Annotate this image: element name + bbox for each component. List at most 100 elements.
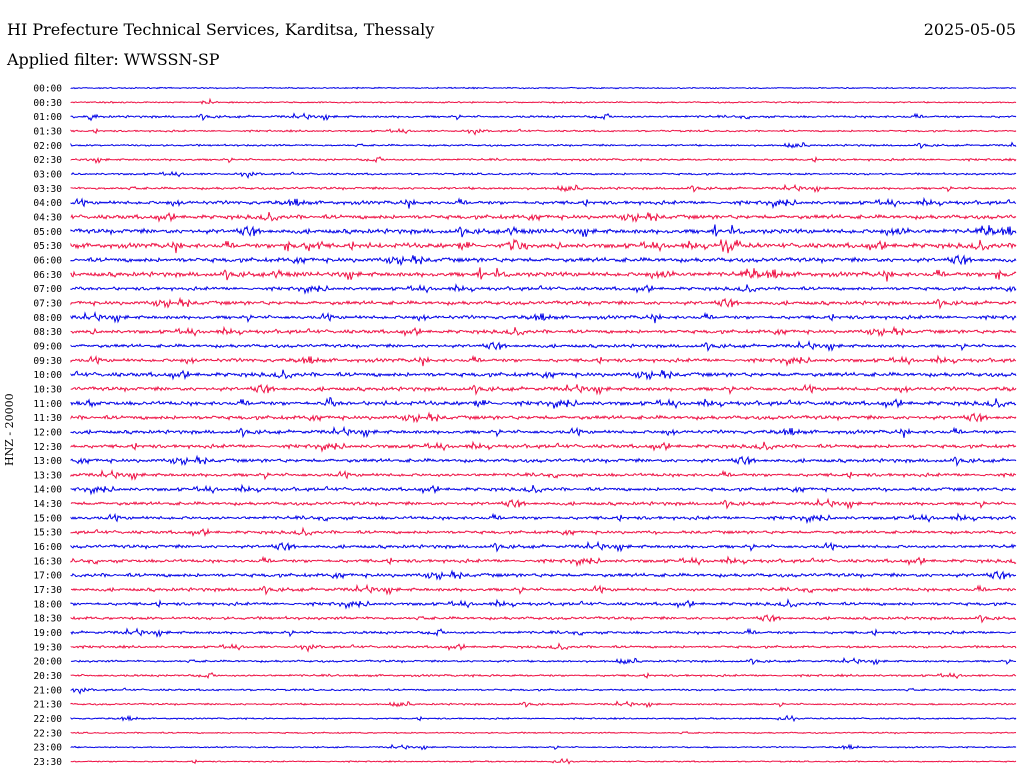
seismic-trace [70, 196, 1017, 210]
seismic-trace [70, 396, 1017, 410]
time-tick-label: 15:30 [33, 528, 62, 539]
seismic-trace [70, 141, 1017, 150]
time-tick-label: 12:30 [33, 442, 62, 453]
seismic-trace [70, 369, 1017, 381]
time-tick-label: 15:00 [33, 513, 62, 524]
seismic-trace [70, 569, 1017, 581]
time-tick-label: 00:30 [33, 98, 62, 109]
seismic-trace [70, 540, 1017, 553]
tick-label-group: 00:00 00:30 01:00 01:30 02:00 02:30 03:00 03:30… [33, 84, 62, 769]
filter-label: Applied filter: WWSSN-SP [7, 50, 220, 69]
time-tick-label: 14:30 [33, 499, 62, 510]
seismic-trace [70, 156, 1017, 165]
seismic-trace [70, 627, 1016, 638]
seismic-trace [70, 526, 1017, 538]
time-tick-label: 00:00 [33, 84, 62, 95]
seismic-trace [70, 283, 1017, 295]
time-tick-label: 21:00 [33, 685, 62, 696]
seismic-trace [70, 354, 1017, 367]
seismic-trace [70, 425, 1016, 439]
time-tick-label: 05:30 [33, 241, 62, 252]
time-tick-label: 02:30 [33, 155, 62, 166]
time-tick-label: 04:00 [33, 198, 62, 209]
time-tick-label: 22:30 [33, 728, 62, 739]
time-tick-label: 06:30 [33, 270, 62, 281]
time-tick-label: 10:00 [33, 370, 62, 381]
time-tick-label: 07:00 [33, 284, 62, 295]
time-tick-label: 09:00 [33, 341, 62, 352]
seismic-trace [70, 700, 1017, 709]
time-tick-label: 20:30 [33, 671, 62, 682]
seismic-trace [70, 325, 1017, 338]
seismic-trace [70, 86, 1017, 90]
time-tick-label: 21:30 [33, 700, 62, 711]
seismic-trace [70, 296, 1017, 310]
time-tick-label: 16:00 [33, 542, 62, 553]
time-tick-label: 12:00 [33, 427, 62, 438]
seismic-trace [70, 731, 1017, 735]
station-title: HI Prefecture Technical Services, Kardit… [7, 20, 435, 39]
seismic-trace [70, 127, 1017, 136]
time-tick-label: 20:00 [33, 657, 62, 668]
time-tick-label: 11:30 [33, 413, 62, 424]
seismic-trace [70, 267, 1017, 282]
seismic-trace [70, 656, 1017, 666]
seismic-trace [70, 598, 1017, 610]
seismic-trace [70, 170, 1017, 179]
time-tick-label: 08:00 [33, 313, 62, 324]
time-tick-label: 23:00 [33, 743, 62, 754]
seismic-trace [70, 497, 1017, 510]
seismic-trace [70, 757, 1017, 765]
seismic-trace [70, 642, 1017, 653]
seismic-trace [70, 311, 1017, 324]
time-tick-label: 18:30 [33, 614, 62, 625]
seismic-trace [70, 614, 1017, 624]
time-tick-label: 19:00 [33, 628, 62, 639]
seismic-trace [70, 183, 1017, 193]
time-tick-label: 23:30 [33, 757, 62, 768]
time-tick-label: 13:30 [33, 470, 62, 481]
seismic-trace [70, 340, 1017, 353]
time-tick-label: 04:30 [33, 212, 62, 223]
time-tick-label: 03:00 [33, 169, 62, 180]
seismic-trace [70, 555, 1017, 568]
seismic-trace [70, 383, 1017, 396]
time-tick-label: 16:30 [33, 556, 62, 567]
seismic-trace [70, 714, 1017, 723]
time-tick-label: 13:00 [33, 456, 62, 467]
time-tick-label: 17:30 [33, 585, 62, 596]
date-label: 2025-05-05 [923, 20, 1016, 39]
seismic-trace [70, 671, 1017, 680]
seismic-trace [70, 512, 1017, 525]
time-tick-label: 11:00 [33, 399, 62, 410]
time-tick-label: 09:30 [33, 356, 62, 367]
time-tick-label: 03:30 [33, 184, 62, 195]
seismic-trace [70, 97, 1017, 105]
time-tick-label: 01:30 [33, 126, 62, 137]
time-tick-label: 18:00 [33, 599, 62, 610]
seismic-trace [70, 583, 1016, 596]
seismic-trace [70, 112, 1017, 122]
time-tick-label: 22:00 [33, 714, 62, 725]
time-tick-label: 05:00 [33, 227, 62, 238]
seismic-trace [70, 411, 1017, 424]
time-tick-label: 08:30 [33, 327, 62, 338]
seismic-trace [70, 211, 1017, 223]
seismic-trace [70, 224, 1017, 238]
time-tick-label: 17:00 [33, 571, 62, 582]
time-tick-label: 02:00 [33, 141, 62, 152]
seismic-trace [70, 440, 1017, 453]
seismic-trace [70, 469, 1017, 481]
time-tick-label: 06:00 [33, 255, 62, 266]
seismic-trace [70, 238, 1017, 254]
seismic-trace [70, 483, 1017, 496]
trace-group [70, 86, 1017, 765]
seismic-trace [70, 687, 1017, 695]
time-tick-label: 01:00 [33, 112, 62, 123]
time-tick-label: 07:30 [33, 298, 62, 309]
time-tick-label: 19:30 [33, 642, 62, 653]
time-tick-label: 10:30 [33, 384, 62, 395]
seismic-trace [70, 254, 1017, 267]
seismic-trace [70, 743, 1017, 751]
